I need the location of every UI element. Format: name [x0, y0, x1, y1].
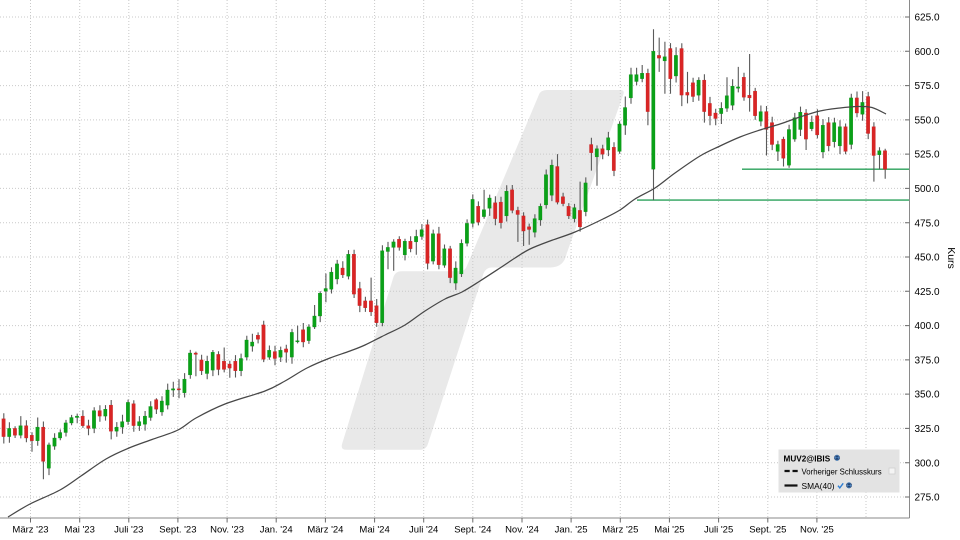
svg-text:300.0: 300.0: [915, 458, 940, 469]
svg-text:400.0: 400.0: [915, 321, 940, 332]
svg-text:SMA(40): SMA(40): [802, 481, 835, 491]
svg-text:575.0: 575.0: [915, 81, 940, 92]
svg-text:550.0: 550.0: [915, 116, 940, 127]
svg-text:525.0: 525.0: [915, 150, 940, 161]
svg-text:450.0: 450.0: [915, 253, 940, 264]
svg-text:März '24: März '24: [307, 525, 343, 536]
svg-text:Nov. '25: Nov. '25: [800, 525, 834, 536]
svg-text:275.0: 275.0: [915, 493, 940, 504]
svg-text:Juli '25: Juli '25: [704, 525, 733, 536]
svg-text:Mai '25: Mai '25: [654, 525, 684, 536]
svg-text:625.0: 625.0: [915, 13, 940, 24]
svg-text:425.0: 425.0: [915, 287, 940, 298]
svg-text:Sept. '25: Sept. '25: [749, 525, 786, 536]
svg-text:Nov. '24: Nov. '24: [505, 525, 539, 536]
svg-text:325.0: 325.0: [915, 424, 940, 435]
svg-text:Kurs: Kurs: [945, 247, 957, 269]
svg-text:Mai '24: Mai '24: [359, 525, 389, 536]
svg-text:Vorheriger Schlusskurs: Vorheriger Schlusskurs: [802, 468, 882, 477]
svg-text:600.0: 600.0: [915, 47, 940, 58]
svg-text:Jan. '25: Jan. '25: [555, 525, 588, 536]
svg-text:MUV2@IBIS: MUV2@IBIS: [784, 455, 831, 464]
svg-text:März '25: März '25: [602, 525, 638, 536]
svg-text:Sept. '24: Sept. '24: [454, 525, 491, 536]
svg-text:Nov. '23: Nov. '23: [210, 525, 244, 536]
svg-text:500.0: 500.0: [915, 184, 940, 195]
svg-text:350.0: 350.0: [915, 390, 940, 401]
svg-text:Sept. '23: Sept. '23: [159, 525, 196, 536]
svg-text:Jan. '24: Jan. '24: [260, 525, 293, 536]
svg-text:Juli '23: Juli '23: [114, 525, 143, 536]
svg-text:475.0: 475.0: [915, 218, 940, 229]
svg-text:Juli '24: Juli '24: [409, 525, 438, 536]
svg-text:375.0: 375.0: [915, 356, 940, 367]
svg-text:März '23: März '23: [12, 525, 48, 536]
svg-text:Mai '23: Mai '23: [65, 525, 95, 536]
